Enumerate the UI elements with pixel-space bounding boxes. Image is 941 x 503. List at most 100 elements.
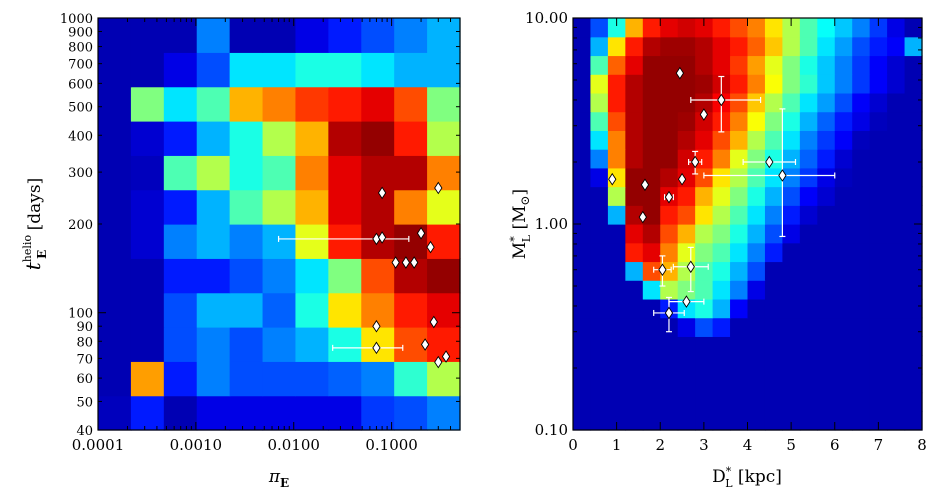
heatmap-cell: [130, 52, 165, 88]
heatmap-cell: [196, 121, 231, 156]
heatmap-cell: [262, 86, 297, 122]
heatmap-cell: [869, 336, 888, 356]
heatmap-cell: [782, 111, 801, 131]
x-tick-label: 5: [786, 436, 796, 454]
heatmap-cell: [730, 392, 749, 412]
heatmap-cell: [642, 224, 661, 244]
heatmap-cell: [852, 205, 871, 225]
heatmap-cell: [782, 392, 801, 412]
heatmap-cell: [295, 361, 329, 397]
heatmap-cell: [747, 186, 766, 206]
heatmap-cell: [887, 149, 906, 169]
heatmap-cell: [196, 327, 231, 362]
heatmap-cell: [764, 186, 783, 206]
heatmap-cell: [607, 242, 626, 263]
heatmap-cell: [361, 395, 395, 431]
heatmap-cell: [712, 336, 731, 356]
heatmap-cell: [869, 111, 888, 131]
heatmap-cell: [887, 111, 906, 131]
heatmap-cell: [660, 411, 679, 431]
heatmap-cell: [834, 74, 853, 94]
heatmap-cell: [817, 55, 836, 75]
heatmap-cell: [98, 327, 132, 362]
heatmap-cell: [904, 36, 923, 57]
heatmap-cell: [730, 261, 749, 281]
x-axis-label-right: D* L [kpc]: [712, 465, 782, 490]
heatmap-cell: [590, 355, 609, 375]
heatmap-cell: [782, 74, 801, 94]
heatmap-cell: [799, 261, 818, 281]
heatmap-cell: [730, 74, 749, 94]
heatmap-cell: [295, 189, 329, 225]
heatmap-cell: [642, 336, 661, 356]
heatmap-cell: [642, 74, 661, 94]
heatmap-cell: [764, 261, 783, 281]
heatmap-cell: [887, 317, 906, 337]
heatmap-cell: [394, 258, 428, 294]
heatmap-cell: [328, 52, 362, 88]
heatmap-cell: [817, 92, 836, 113]
data-point: [426, 240, 435, 254]
heatmap-cell: [817, 411, 836, 431]
heatmap-cell: [163, 327, 198, 362]
heatmap-cell: [887, 373, 906, 394]
heatmap-cell: [904, 205, 923, 225]
heatmap-cell: [642, 261, 661, 281]
heatmap-cell: [677, 92, 696, 113]
heatmap-cell: [642, 317, 661, 337]
heatmap-cell: [782, 18, 801, 38]
heatmap-cell: [695, 92, 714, 113]
data-point: [638, 210, 647, 224]
heatmap-cell: [590, 317, 609, 337]
heatmap-cell: [130, 224, 165, 259]
heatmap-cell: [782, 298, 801, 319]
heatmap-cell: [695, 186, 714, 206]
heatmap-cell: [427, 52, 461, 88]
heatmap-cell: [295, 86, 329, 122]
y-tick-label: 40: [76, 424, 93, 439]
y-tick-label: 1000: [60, 12, 93, 27]
heatmap-cell: [196, 292, 231, 328]
heatmap-cell: [834, 224, 853, 244]
heatmap-cell: [869, 355, 888, 375]
heatmap-cell: [427, 121, 461, 156]
heatmap-cell: [852, 392, 871, 412]
heatmap-cell: [869, 92, 888, 113]
heatmap-cell: [328, 189, 362, 225]
heatmap-cell: [904, 280, 923, 300]
heatmap-cell: [852, 167, 871, 188]
heatmap-cell: [852, 130, 871, 150]
heatmap-cell: [642, 411, 661, 431]
heatmap-cell: [817, 280, 836, 300]
heatmap-cell: [817, 336, 836, 356]
heatmap-cell: [660, 36, 679, 57]
heatmap-cell: [642, 186, 661, 206]
y-axis-label-right: M*L [M⊙]: [508, 189, 533, 259]
heatmap-cell: [817, 36, 836, 57]
heatmap-cell: [328, 121, 362, 156]
heatmap-cell: [799, 130, 818, 150]
diamond-marker: [377, 231, 387, 244]
heatmap-cell: [887, 167, 906, 188]
heatmap-cell: [730, 149, 749, 169]
diamond-marker: [441, 350, 451, 363]
heatmap-cell: [590, 224, 609, 244]
diamond-marker: [426, 240, 435, 254]
heatmap-cell: [573, 373, 592, 394]
heatmap-cell: [799, 280, 818, 300]
heatmap-cell: [904, 317, 923, 337]
heatmap-cell: [887, 392, 906, 412]
heatmap-cell: [887, 186, 906, 206]
heatmap-cell: [782, 92, 801, 113]
heatmap-cell: [817, 242, 836, 263]
heatmap-cell: [712, 205, 731, 225]
data-point: [401, 256, 411, 269]
heatmap-cell: [782, 36, 801, 57]
x-tick-label: 0.0010: [170, 436, 223, 454]
heatmap-cell: [229, 361, 264, 397]
heatmap-cell: [799, 411, 818, 431]
diamond-marker: [416, 226, 426, 240]
heatmap-cell: [799, 205, 818, 225]
data-point: [675, 66, 685, 80]
